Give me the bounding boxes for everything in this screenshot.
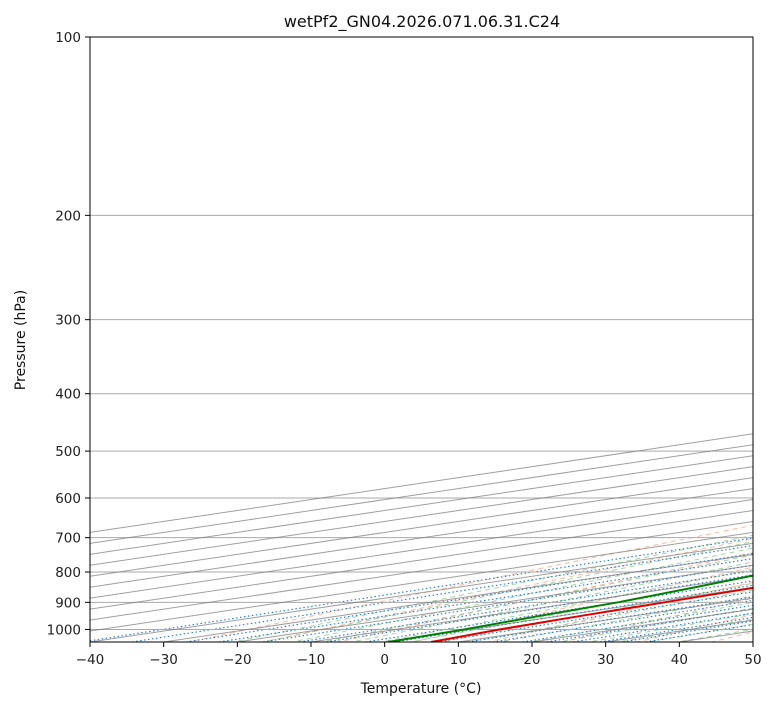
isotherm-gridline bbox=[90, 488, 753, 588]
x-axis-label: Temperature (°C) bbox=[360, 681, 482, 697]
plot-frame bbox=[89, 36, 754, 643]
isotherm-gridline bbox=[90, 455, 753, 555]
isotherm-gridline bbox=[90, 499, 753, 599]
x-axis: −40 −30 −20 −10 0 10 20 30 40 50 bbox=[76, 642, 762, 668]
mixing-ratio-line bbox=[361, 580, 753, 642]
y-tick-label: 900 bbox=[55, 595, 81, 611]
chart-title: wetPf2_GN04.2026.071.06.31.C24 bbox=[284, 12, 560, 32]
isotherm-gridline bbox=[90, 477, 753, 577]
isotherm-gridline bbox=[90, 520, 753, 621]
y-tick-label: 700 bbox=[55, 531, 81, 547]
plot-area: -100-90-80-70-60-50-40-30-20-10010203040… bbox=[90, 37, 753, 642]
y-tick-label: 100 bbox=[55, 30, 81, 46]
x-tick-label: 10 bbox=[450, 652, 467, 668]
isotherm-gridline bbox=[90, 444, 753, 544]
y-tick-label: 200 bbox=[55, 208, 81, 224]
y-tick-label: 500 bbox=[55, 444, 81, 460]
y-tick-label: 800 bbox=[55, 565, 81, 581]
mixing-ratio-line bbox=[295, 570, 753, 642]
y-tick-label: 1000 bbox=[47, 622, 81, 638]
mixing-ratio-line bbox=[322, 574, 753, 642]
x-tick-label: −40 bbox=[76, 652, 105, 668]
isotherm-gridline bbox=[90, 509, 753, 610]
isotherm-gridline bbox=[90, 531, 753, 632]
y-axis-label: Pressure (hPa) bbox=[13, 290, 29, 390]
x-tick-label: 20 bbox=[523, 652, 540, 668]
isotherm-gridline bbox=[90, 466, 753, 566]
y-tick-label: 400 bbox=[55, 387, 81, 403]
y-tick-label: 300 bbox=[55, 313, 81, 329]
y-tick-label: 600 bbox=[55, 491, 81, 507]
mixing-ratio-line bbox=[259, 564, 753, 642]
x-tick-label: 30 bbox=[597, 652, 614, 668]
x-tick-label: −30 bbox=[149, 652, 178, 668]
x-tick-label: 50 bbox=[744, 652, 761, 668]
x-tick-label: −10 bbox=[297, 652, 326, 668]
x-tick-label: −20 bbox=[223, 652, 252, 668]
x-tick-label: 40 bbox=[671, 652, 688, 668]
x-tick-label: 0 bbox=[380, 652, 389, 668]
y-axis: 100 200 300 400 500 600 700 800 900 1000 bbox=[47, 30, 90, 638]
isotherms bbox=[90, 433, 753, 642]
